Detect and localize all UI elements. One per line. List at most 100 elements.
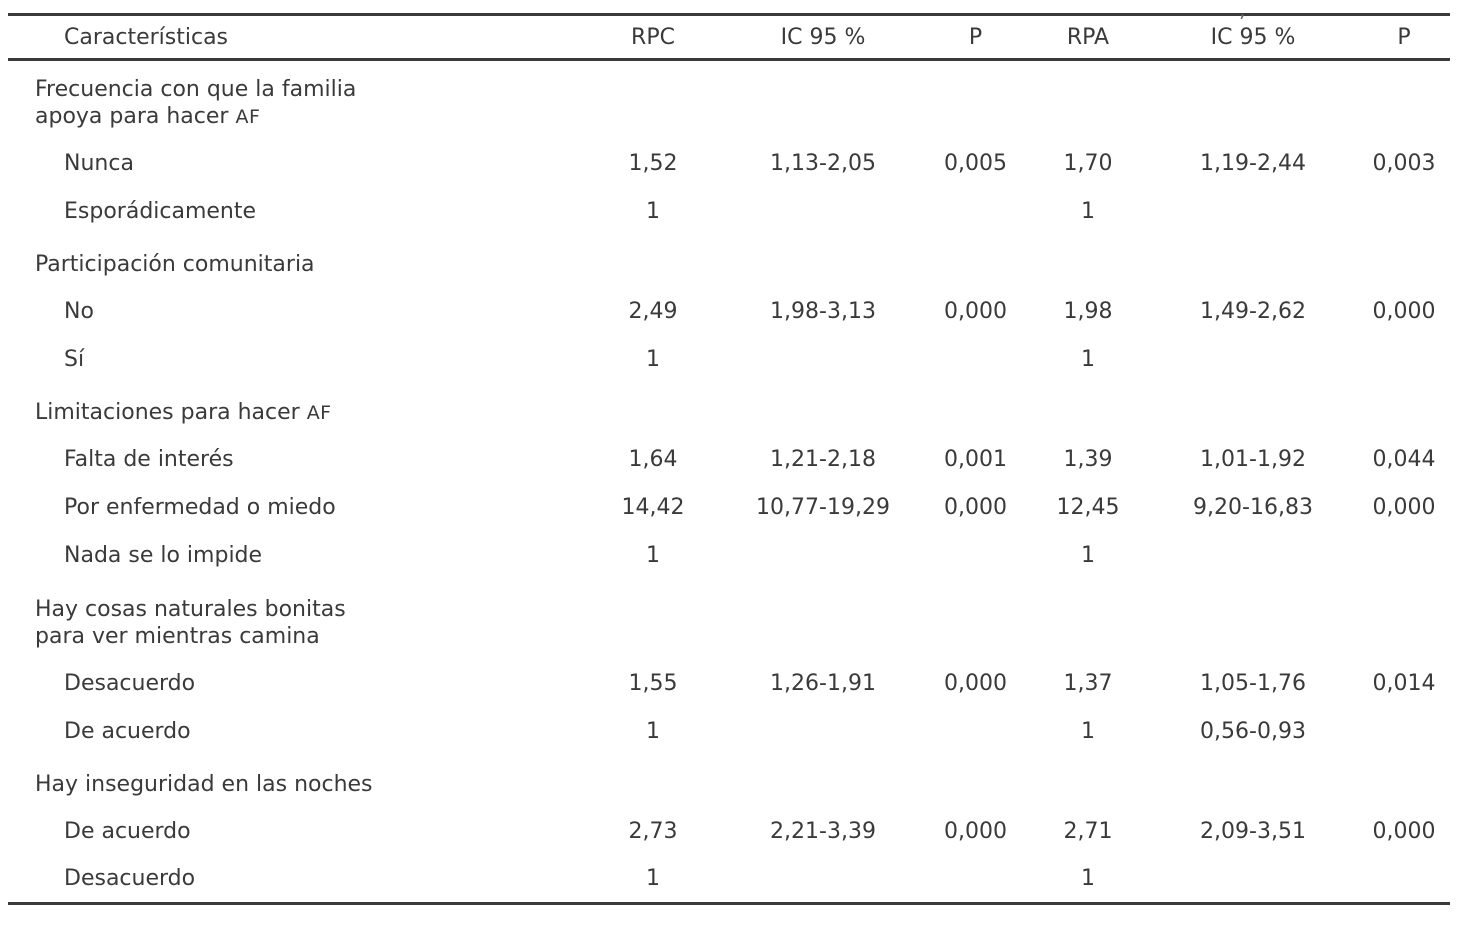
cell-rpa: 1,37: [1063, 671, 1113, 696]
row-label: Por enfermedad o miedo: [64, 495, 336, 520]
table-row: Por enfermedad o miedo 14,42 10,77-19,29…: [8, 484, 1450, 532]
cell-rpa: 1,98: [1063, 299, 1113, 324]
cell-p-2: 0,014: [1372, 671, 1436, 696]
table-row: Falta de interés 1,64 1,21-2,18 0,001 1,…: [8, 436, 1450, 484]
section-header-row: Hay cosas naturales bonitas para ver mie…: [8, 580, 1450, 660]
cell-rpc: 1,52: [628, 151, 678, 176]
row-label: De acuerdo: [64, 719, 191, 744]
cell-p-1: 0,000: [944, 819, 1007, 844]
row-label: No: [64, 299, 94, 324]
cell-p-1: 0,000: [944, 671, 1007, 696]
cell-ic95-2: 9,20-16,83: [1193, 495, 1313, 520]
cell-p-1: 0,000: [944, 299, 1007, 324]
table-row: Desacuerdo 1,55 1,26-1,91 0,000 1,37 1,0…: [8, 660, 1450, 708]
cell-ic95-1: [723, 708, 923, 756]
cell-ic95-1: [723, 856, 923, 904]
cell-rpc: 1,64: [628, 447, 678, 472]
col-header-ic95-2: IC 95 %: [1210, 24, 1296, 50]
row-label: Sí: [64, 347, 85, 372]
cell-ic95-1: [723, 188, 923, 236]
cell-p-2: [1358, 708, 1450, 756]
cell-ic95-2: 1,19-2,44: [1200, 151, 1306, 176]
section-label: Hay inseguridad en las noches: [35, 772, 373, 797]
cell-rpa: 1: [1081, 199, 1095, 224]
section-header-row: Limitaciones para hacer AF: [8, 384, 1450, 436]
cell-rpc: 1: [646, 719, 660, 744]
cell-ic95-1: 1,21-2,18: [770, 447, 876, 472]
cell-rpa: 1: [1081, 543, 1095, 568]
cell-p-2: [1358, 336, 1450, 384]
col-header-rpc: RPC: [631, 24, 675, 50]
cell-p-2: [1358, 856, 1450, 904]
cell-rpa: 1,39: [1063, 447, 1113, 472]
cell-ic95-2: 1,05-1,76: [1200, 671, 1306, 696]
cell-rpa: 1,70: [1063, 151, 1113, 176]
cell-rpa: 12,45: [1056, 495, 1120, 520]
row-label: Esporádicamente: [64, 199, 257, 224]
cell-p-2: 0,000: [1372, 819, 1436, 844]
row-label: Desacuerdo: [64, 671, 196, 696]
cell-rpc: 1: [646, 866, 660, 892]
cell-ic95-2: 0,56-0,93: [1200, 719, 1306, 744]
cell-rpa: 1: [1081, 866, 1095, 892]
cell-ic95-1: [723, 532, 923, 580]
cell-p-1: [923, 856, 1028, 904]
cell-ic95-1: [723, 336, 923, 384]
cell-p-2: [1358, 532, 1450, 580]
row-label: Falta de interés: [64, 447, 234, 472]
cell-ic95-1: 1,26-1,91: [770, 671, 876, 696]
cell-ic95-2: [1148, 532, 1358, 580]
table-row: Desacuerdo 1 1: [8, 856, 1450, 904]
section-label: Hay cosas naturales bonitas para ver mie…: [35, 596, 346, 649]
section-label: Frecuencia con que la familia apoya para…: [35, 76, 357, 129]
table-row: Nunca 1,52 1,13-2,05 0,005 1,70 1,19-2,4…: [8, 140, 1450, 188]
section-header-row: Participación comunitaria: [8, 236, 1450, 288]
col-header-rpa: RPA: [1066, 24, 1110, 50]
cell-rpa: 2,71: [1063, 819, 1113, 844]
cell-rpc: 2,73: [628, 819, 678, 844]
cell-rpa: 1: [1081, 719, 1095, 744]
cell-p-1: 0,000: [944, 495, 1007, 520]
clipped-text-fragment: ,: [1239, 13, 1251, 19]
cell-p-2: 0,003: [1372, 151, 1436, 176]
cell-p-1: [923, 188, 1028, 236]
cell-ic95-1: 10,77-19,29: [756, 495, 890, 520]
header-row: Características RPC IC 95 % P RPA IC 95 …: [8, 15, 1450, 60]
small-caps-af: AF: [235, 105, 261, 128]
cell-ic95-1: 1,13-2,05: [770, 151, 876, 176]
col-header-caracteristicas: Características: [64, 24, 229, 50]
cell-ic95-1: 1,98-3,13: [770, 299, 876, 324]
cell-rpc: 1: [646, 543, 660, 568]
cell-p-1: 0,001: [944, 447, 1007, 472]
col-header-p-2: P: [1397, 24, 1411, 50]
cell-p-2: 0,000: [1372, 299, 1436, 324]
cell-p-1: 0,005: [944, 151, 1007, 176]
col-header-p-1: P: [968, 24, 983, 50]
cell-rpc: 14,42: [621, 495, 685, 520]
cell-p-1: [923, 532, 1028, 580]
cell-rpc: 2,49: [628, 299, 678, 324]
table-row: De acuerdo 2,73 2,21-3,39 0,000 2,71 2,0…: [8, 808, 1450, 856]
statistics-table: Características RPC IC 95 % P RPA IC 95 …: [8, 13, 1450, 905]
table-row: De acuerdo 1 1 0,56-0,93: [8, 708, 1450, 756]
table-row: Nada se lo impide 1 1: [8, 532, 1450, 580]
cell-ic95-2: 1,49-2,62: [1200, 299, 1306, 324]
cell-ic95-2: [1148, 336, 1358, 384]
cell-p-2: 0,044: [1372, 447, 1436, 472]
cell-p-1: [923, 336, 1028, 384]
col-header-ic95-1: IC 95 %: [780, 24, 866, 50]
row-label: Desacuerdo: [64, 866, 196, 892]
cell-p-1: [923, 708, 1028, 756]
section-header-row: Hay inseguridad en las noches: [8, 756, 1450, 808]
cell-ic95-1: 2,21-3,39: [770, 819, 876, 844]
cell-rpc: 1,55: [628, 671, 678, 696]
cell-ic95-2: [1148, 856, 1358, 904]
cell-rpc: 1: [646, 347, 660, 372]
cell-ic95-2: 2,09-3,51: [1200, 819, 1306, 844]
cell-p-2: 0,000: [1372, 495, 1436, 520]
cell-rpa: 1: [1081, 347, 1095, 372]
row-label: De acuerdo: [64, 819, 191, 844]
cell-rpc: 1: [646, 199, 660, 224]
row-label: Nada se lo impide: [64, 543, 263, 568]
section-label: Participación comunitaria: [35, 252, 315, 277]
